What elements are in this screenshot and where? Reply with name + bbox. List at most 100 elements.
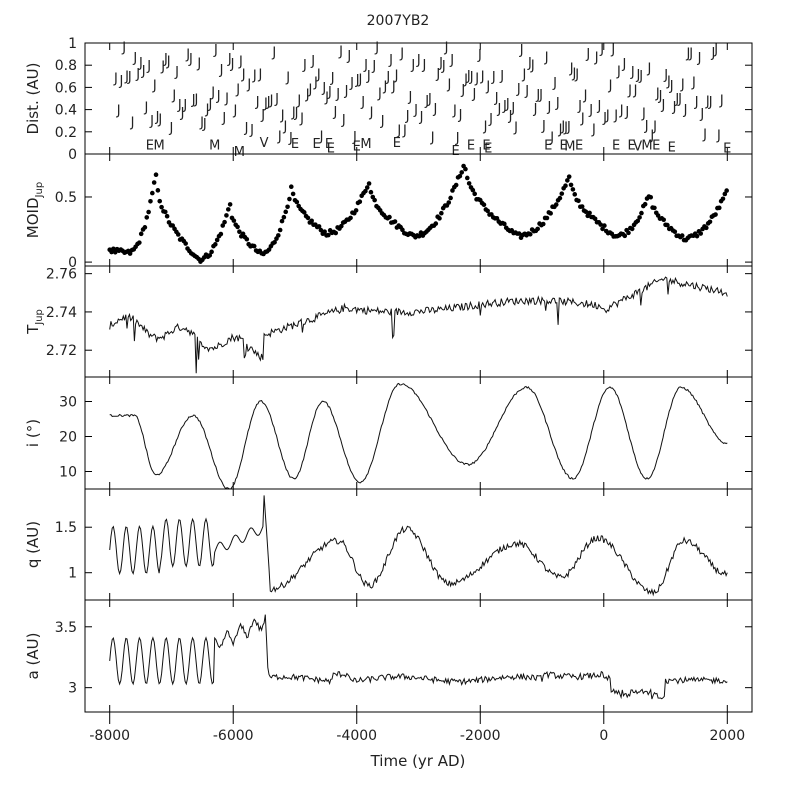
y-axis-label-moid: MOIDJup [24, 182, 45, 238]
moid-point [231, 218, 237, 223]
jupiter-encounter-marker: J [113, 72, 118, 87]
moid-point [459, 170, 465, 175]
moid-point [472, 191, 478, 197]
jupiter-encounter-marker: J [413, 103, 418, 118]
moid-point [559, 191, 565, 196]
jupiter-encounter-marker: J [424, 94, 429, 109]
x-tick-label: 0 [599, 728, 608, 744]
y-tick-label: 0.5 [55, 190, 77, 206]
y-tick-label: 0.4 [55, 103, 77, 119]
moid-point [453, 182, 459, 188]
moid-point [665, 222, 670, 228]
jupiter-encounter-marker: J [149, 114, 154, 129]
jupiter-encounter-marker: J [708, 95, 713, 110]
jupiter-encounter-marker: J [710, 46, 715, 61]
jupiter-encounter-marker: J [371, 59, 376, 74]
jupiter-encounter-marker: J [644, 119, 649, 134]
jupiter-encounter-marker: J [157, 112, 162, 127]
jupiter-encounter-marker: J [307, 82, 312, 97]
jupiter-encounter-marker: J [446, 78, 451, 93]
jupiter-encounter-marker: J [544, 51, 549, 66]
moid-point [213, 242, 218, 247]
moid-point [309, 218, 314, 224]
moid-point [553, 202, 559, 207]
moid-point [290, 191, 296, 197]
jupiter-encounter-marker: J [616, 65, 621, 80]
planet-encounter-marker: E [484, 142, 492, 157]
series-line-a [109, 614, 728, 700]
jupiter-encounter-marker: J [132, 51, 137, 66]
jupiter-encounter-marker: J [608, 78, 613, 93]
moid-point [557, 195, 563, 201]
jupiter-encounter-marker: J [146, 59, 151, 74]
moid-point [277, 227, 283, 233]
jupiter-encounter-marker: J [138, 56, 143, 71]
jupiter-encounter-marker: J [513, 121, 518, 136]
moid-point [433, 221, 439, 226]
moid-point [392, 219, 398, 224]
jupiter-encounter-marker: J [505, 97, 510, 112]
moid-point [366, 181, 372, 186]
jupiter-encounter-marker: J [588, 103, 593, 118]
jupiter-encounter-marker: J [455, 131, 460, 146]
moid-point [276, 233, 281, 238]
moid-point [470, 187, 476, 193]
moid-point [162, 209, 168, 215]
jupiter-encounter-marker: J [547, 100, 552, 115]
planet-encounter-marker: E [652, 138, 660, 153]
jupiter-encounter-marker: J [594, 51, 599, 66]
jupiter-encounter-marker: J [238, 54, 243, 69]
planet-encounter-marker: M [209, 138, 220, 153]
moid-point [281, 214, 287, 220]
planet-encounter-marker: E [353, 139, 361, 154]
moid-point [159, 204, 164, 210]
moid-point [301, 210, 307, 215]
jupiter-encounter-marker: J [663, 68, 668, 83]
planet-encounter-marker: E [544, 138, 552, 153]
y-tick-label: 0.6 [55, 80, 77, 96]
jupiter-encounter-marker: J [549, 131, 554, 146]
moid-point [642, 201, 648, 207]
moid-point [153, 172, 159, 178]
jupiter-encounter-marker: J [716, 128, 721, 143]
jupiter-encounter-marker: J [169, 121, 174, 136]
planet-encounter-marker: E [451, 144, 459, 159]
jupiter-encounter-marker: J [524, 84, 529, 99]
jupiter-encounter-marker: J [394, 68, 399, 83]
planet-encounter-marker: E [291, 137, 299, 152]
jupiter-encounter-marker: J [257, 68, 262, 83]
moid-point [724, 188, 729, 193]
jupiter-encounter-marker: J [344, 84, 349, 99]
jupiter-encounter-marker: J [672, 100, 677, 115]
moid-point [339, 223, 344, 229]
jupiter-encounter-marker: J [271, 45, 276, 60]
moid-point [629, 226, 635, 232]
jupiter-encounter-marker: J [213, 43, 218, 58]
panel-tjup: 2.72 2.74 2.76 TJup [24, 265, 753, 378]
jupiter-encounter-marker: J [688, 47, 693, 62]
jupiter-encounter-marker: J [574, 67, 579, 82]
moid-point [316, 224, 322, 229]
jupiter-encounter-marker: J [541, 119, 546, 134]
jupiter-encounter-marker: J [719, 94, 724, 109]
moid-point [157, 198, 163, 204]
jupiter-encounter-marker: J [419, 110, 424, 125]
jupiter-encounter-marker: J [127, 70, 132, 85]
moid-point [566, 174, 572, 179]
jupiter-encounter-marker: J [241, 68, 246, 83]
moid-point [622, 233, 628, 239]
moid-point [672, 229, 678, 234]
jupiter-encounter-marker: J [388, 53, 393, 68]
jupiter-encounter-marker: J [358, 72, 363, 87]
moid-point [626, 230, 631, 236]
jupiter-encounter-marker: J [269, 93, 274, 108]
jupiter-encounter-marker: J [280, 108, 285, 123]
jupiter-encounter-marker: J [496, 102, 501, 117]
moid-point [272, 239, 277, 245]
jupiter-encounter-marker: J [346, 49, 351, 64]
jupiter-encounter-marker: J [499, 69, 504, 84]
planet-encounter-marker: V [260, 136, 269, 151]
jupiter-encounter-marker: J [402, 123, 407, 138]
planet-encounter-marker: E [482, 138, 490, 153]
moid-point [285, 204, 290, 210]
